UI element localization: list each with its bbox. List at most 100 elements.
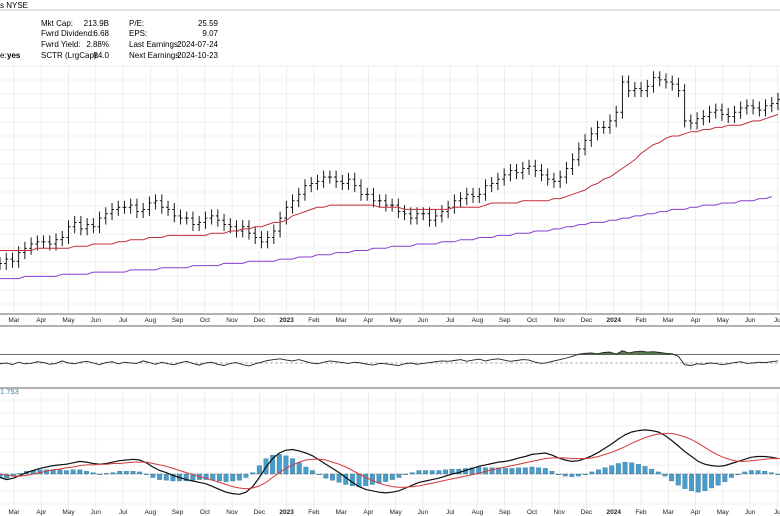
x-tick-label: Jun bbox=[418, 317, 429, 324]
macd-histogram-bar bbox=[536, 467, 542, 475]
macd-histogram-bar bbox=[662, 473, 668, 477]
macd-signal-line bbox=[0, 432, 780, 490]
macd-histogram-bar bbox=[742, 471, 748, 475]
macd-histogram-bar bbox=[230, 473, 236, 482]
mktcap-label: Mkt Cap: bbox=[41, 19, 74, 28]
macd-histogram-bar bbox=[635, 464, 641, 475]
macd-histogram-bar bbox=[615, 463, 621, 475]
macd-histogram-bar bbox=[695, 473, 701, 493]
overbought-fill bbox=[578, 350, 673, 355]
macd-histogram-bar bbox=[256, 465, 262, 475]
option-value: yes bbox=[7, 51, 21, 60]
macd-histogram-bar bbox=[157, 473, 163, 480]
macd-histogram-bar bbox=[97, 473, 103, 475]
x-tick-label: Apr bbox=[36, 509, 47, 516]
macd-histogram-bar bbox=[137, 471, 143, 475]
macd-histogram-bar bbox=[675, 473, 681, 486]
macd-histogram-bar bbox=[303, 466, 309, 475]
macd-histogram-bar bbox=[77, 469, 83, 475]
x-tick-label: Sep bbox=[172, 509, 184, 516]
macd-histogram-bar bbox=[589, 471, 595, 475]
x-tick-label: Feb bbox=[635, 317, 647, 324]
macd-histogram-bar bbox=[296, 462, 302, 475]
macd-histogram-bar bbox=[609, 465, 615, 475]
x-tick-label: 2024 bbox=[607, 509, 622, 516]
macd-histogram-bar bbox=[556, 473, 562, 475]
macd-histogram-bar bbox=[336, 473, 342, 483]
macd-histogram-bar bbox=[735, 473, 741, 475]
macd-histogram-bar bbox=[549, 471, 555, 475]
x-tick-label: Mar bbox=[663, 509, 675, 516]
x-tick-label: Dec bbox=[254, 317, 266, 324]
x-tick-label: Mar bbox=[336, 317, 348, 324]
sma-purple-line bbox=[0, 196, 772, 280]
x-tick-label: Ju bbox=[774, 317, 780, 324]
x-tick-label: Mar bbox=[336, 509, 348, 516]
macd-histogram-bar bbox=[90, 472, 96, 475]
macd-histogram-bar bbox=[702, 473, 708, 491]
next-earnings-value: 2024-10-23 bbox=[177, 51, 218, 60]
x-tick-label: Nov bbox=[553, 317, 565, 324]
macd-histogram-bar bbox=[283, 455, 289, 475]
macd-histogram-bar bbox=[376, 473, 382, 484]
x-tick-label: May bbox=[390, 509, 403, 516]
macd-histogram-bar bbox=[569, 473, 575, 477]
sctr-value: 84.0 bbox=[93, 51, 109, 60]
macd-histogram-bar bbox=[562, 473, 568, 477]
macd-histogram-bar bbox=[655, 471, 661, 475]
fwd-yield-value: 2.88% bbox=[86, 40, 109, 49]
x-tick-label: Apr bbox=[363, 317, 374, 324]
macd-histogram-bar bbox=[476, 466, 482, 475]
macd-histogram-bar bbox=[496, 467, 502, 475]
x-tick-label: 2023 bbox=[279, 317, 294, 324]
macd-histogram-bar bbox=[542, 468, 548, 475]
macd-histogram-bar bbox=[576, 473, 581, 477]
mktcap-value: 213.9B bbox=[83, 19, 109, 28]
x-tick-label: Feb bbox=[308, 317, 320, 324]
macd-histogram-bar bbox=[323, 473, 329, 479]
macd-histogram-bar bbox=[596, 469, 601, 475]
x-tick-label: Feb bbox=[635, 509, 647, 516]
eps-label: EPS: bbox=[129, 29, 148, 38]
x-tick-label: Jun bbox=[418, 509, 429, 516]
macd-histogram-bar bbox=[64, 470, 69, 475]
macd-histogram-bar bbox=[330, 473, 335, 481]
macd-histogram-bar bbox=[83, 471, 89, 475]
macd-histogram-bar bbox=[502, 468, 508, 475]
x-tick-label: Aug bbox=[472, 509, 484, 516]
macd-line bbox=[0, 429, 779, 495]
macd-histogram-bar bbox=[316, 473, 322, 475]
x-tick-label: Nov bbox=[553, 509, 565, 516]
macd-histogram-bar bbox=[123, 471, 129, 475]
fwd-dividend-value: 6.68 bbox=[93, 29, 109, 38]
macd-histogram-bar bbox=[682, 473, 688, 489]
x-tick-label: Apr bbox=[363, 509, 374, 516]
x-tick-label: Oct bbox=[527, 509, 537, 516]
macd-histogram-bar bbox=[423, 470, 429, 475]
macd-histogram-bar bbox=[57, 469, 63, 475]
eps-value: 9.07 bbox=[202, 29, 218, 38]
x-tick-label: May bbox=[62, 317, 75, 324]
sctr-label: SCTR (LrgCap): bbox=[41, 51, 99, 60]
x-tick-label: Jul bbox=[119, 509, 128, 516]
x-tick-label: Apr bbox=[690, 317, 701, 324]
x-tick-label: Nov bbox=[226, 509, 238, 516]
macd-histogram-bar bbox=[216, 473, 222, 482]
macd-histogram-bar bbox=[622, 461, 628, 475]
x-tick-label: Mar bbox=[663, 317, 675, 324]
fwd-yield-label: Fwrd Yield: bbox=[41, 40, 81, 49]
macd-histogram-bar bbox=[522, 467, 528, 475]
x-tick-label: Apr bbox=[36, 317, 47, 324]
macd-histogram-bar bbox=[243, 473, 249, 478]
x-tick-label: Sep bbox=[499, 509, 511, 516]
sma-red-line bbox=[0, 113, 779, 251]
x-tick-label: May bbox=[717, 509, 730, 516]
macd-histogram-bar bbox=[117, 471, 123, 475]
macd-histogram-bar bbox=[689, 473, 695, 491]
x-tick-label: 2023 bbox=[279, 509, 294, 516]
x-tick-label: Oct bbox=[527, 317, 537, 324]
macd-histogram-bar bbox=[356, 473, 362, 487]
macd-histogram-bar bbox=[70, 469, 76, 475]
